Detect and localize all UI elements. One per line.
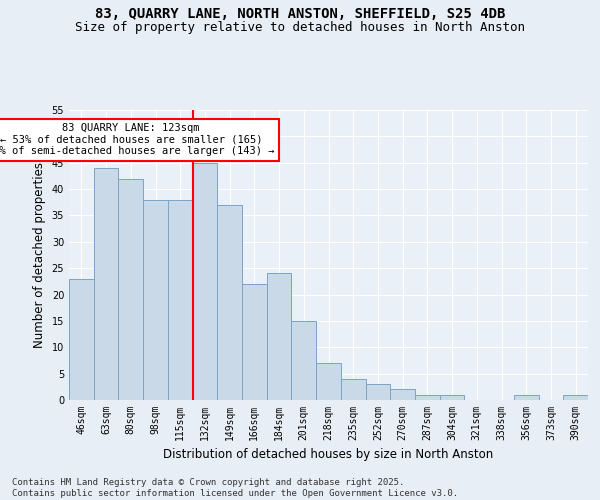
Bar <box>292 321 316 400</box>
Bar <box>168 200 193 400</box>
Bar <box>267 274 292 400</box>
Bar <box>365 384 390 400</box>
Bar <box>341 379 365 400</box>
Y-axis label: Number of detached properties: Number of detached properties <box>33 162 46 348</box>
Bar <box>94 168 118 400</box>
Text: Size of property relative to detached houses in North Anston: Size of property relative to detached ho… <box>75 21 525 34</box>
Bar <box>440 394 464 400</box>
Bar <box>514 394 539 400</box>
Bar <box>69 278 94 400</box>
Bar <box>143 200 168 400</box>
Bar <box>193 162 217 400</box>
Text: 83, QUARRY LANE, NORTH ANSTON, SHEFFIELD, S25 4DB: 83, QUARRY LANE, NORTH ANSTON, SHEFFIELD… <box>95 8 505 22</box>
Bar <box>415 394 440 400</box>
Text: 83 QUARRY LANE: 123sqm
← 53% of detached houses are smaller (165)
46% of semi-de: 83 QUARRY LANE: 123sqm ← 53% of detached… <box>0 123 275 156</box>
Bar <box>316 363 341 400</box>
X-axis label: Distribution of detached houses by size in North Anston: Distribution of detached houses by size … <box>163 448 494 462</box>
Bar <box>217 205 242 400</box>
Bar <box>118 178 143 400</box>
Bar <box>242 284 267 400</box>
Bar <box>390 390 415 400</box>
Bar <box>563 394 588 400</box>
Text: Contains HM Land Registry data © Crown copyright and database right 2025.
Contai: Contains HM Land Registry data © Crown c… <box>12 478 458 498</box>
